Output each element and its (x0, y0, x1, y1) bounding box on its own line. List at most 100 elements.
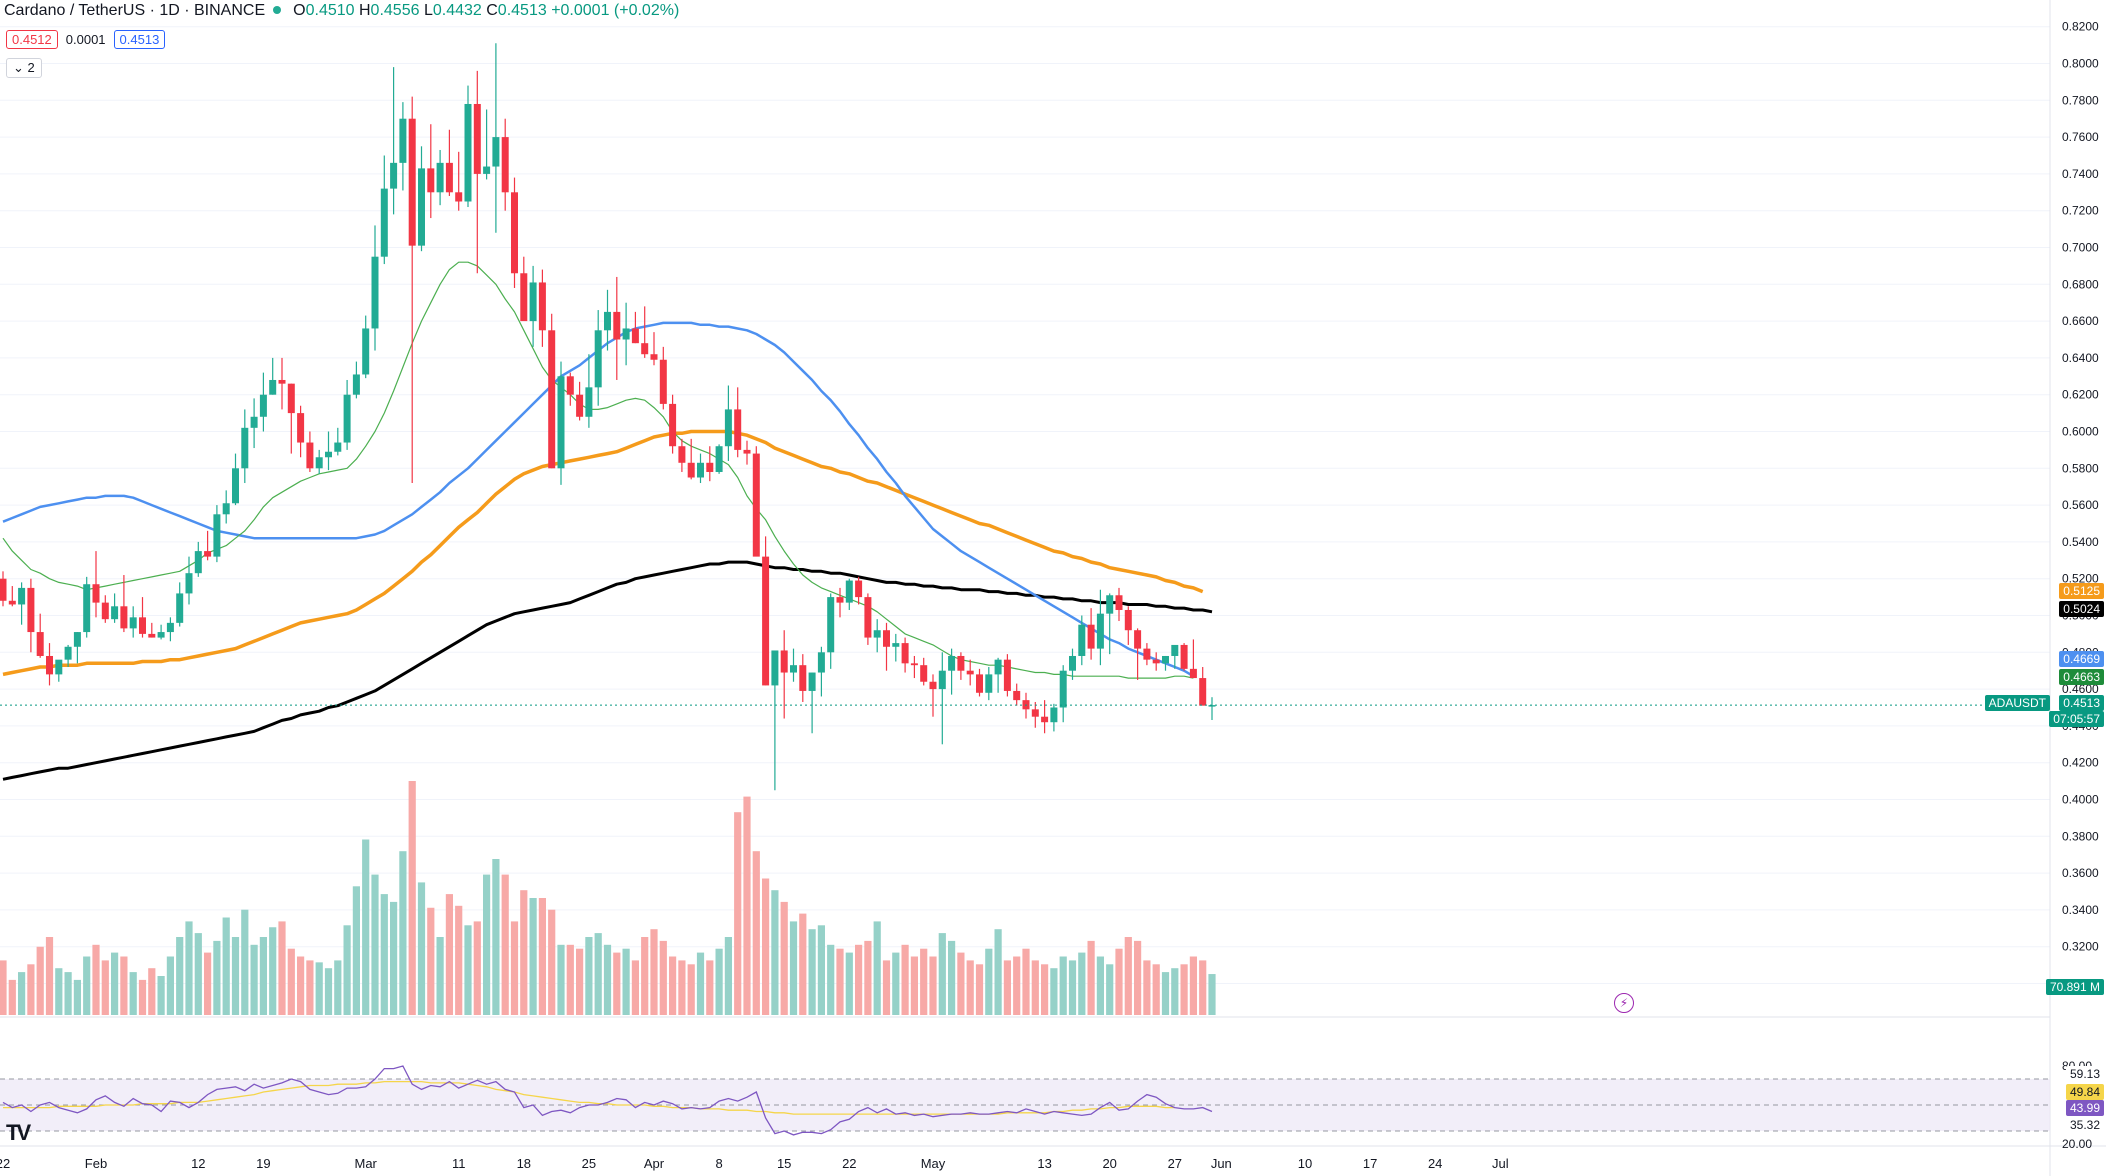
candle-body (139, 617, 146, 634)
volume-bar (73, 979, 81, 1015)
volume-bar (1124, 937, 1132, 1015)
candle-body (204, 551, 212, 557)
candle-body (222, 503, 230, 515)
candle-body (762, 556, 770, 686)
candle-body (36, 632, 44, 656)
candle-body (994, 659, 1002, 675)
candle-body (352, 374, 360, 395)
volume-bar (241, 909, 249, 1015)
price-tick-label: 0.3600 (2062, 866, 2099, 880)
price-tick-label: 0.7400 (2062, 167, 2099, 181)
volume-bar (390, 901, 398, 1015)
volume-bar (631, 960, 639, 1015)
volume-bar (1041, 964, 1049, 1015)
candle-body (1059, 670, 1067, 708)
bid-ask-panel: 0.4512 0.0001 0.4513 (6, 30, 166, 49)
candle-body (418, 168, 425, 246)
volume-bar (334, 960, 342, 1015)
last-price-label: 0.4513 (2059, 695, 2104, 711)
candle-body (771, 650, 779, 686)
volume-histogram (0, 781, 1216, 1015)
candle-body (399, 118, 407, 163)
volume-bar (975, 964, 984, 1015)
volume-bar (213, 940, 221, 1015)
candle-body (334, 442, 342, 452)
volume-bar (45, 937, 54, 1015)
candle-body (799, 665, 807, 691)
volume-bar (297, 956, 305, 1015)
candle-body (241, 427, 249, 469)
price-axis[interactable]: 0.8200 0.8000 0.7800 0.7600 0.7400 0.7200 0.70… (2062, 20, 2099, 991)
volume-bar (948, 940, 956, 1015)
candle-body (297, 413, 305, 443)
candle-body (883, 630, 890, 647)
volume-bar (1096, 956, 1104, 1015)
candle-body (101, 602, 109, 620)
price-tick-label: 0.6600 (2062, 314, 2099, 328)
rsi-pane: 80.0020.00 (0, 1059, 2092, 1151)
rsi-band (0, 1079, 2050, 1131)
volume-bar (836, 948, 844, 1015)
volume-bar (287, 948, 295, 1015)
candle-body (873, 630, 881, 638)
candle-body (892, 643, 900, 647)
volume-bar (222, 917, 230, 1015)
candle-body (1106, 595, 1114, 614)
volume-bar (417, 882, 426, 1015)
volume-bar (808, 929, 816, 1015)
price-tick-label: 0.6800 (2062, 277, 2099, 291)
candle-body (176, 593, 184, 623)
price-tick-label: 0.5800 (2062, 461, 2099, 475)
time-tick-label: Feb (85, 1156, 107, 1171)
candle-body (808, 672, 816, 691)
volume-bar (985, 948, 993, 1015)
candle-body (1162, 655, 1169, 664)
symbol-title[interactable]: Cardano / TetherUS · 1D · BINANCE (4, 2, 266, 19)
candle-body (817, 652, 825, 673)
price-tick-label: 0.5200 (2062, 572, 2099, 586)
volume-bar (231, 937, 240, 1015)
volume-bar (920, 948, 928, 1015)
price-tick-label: 0.6400 (2062, 351, 2099, 365)
candle-body (929, 681, 937, 690)
volume-bar (315, 962, 323, 1015)
time-axis[interactable]: 22 Feb 12 19 Mar 11 18 25 Apr 8 15 22 May 13 20 27 Jun 10… (0, 1156, 1509, 1171)
time-tick-label: 15 (777, 1156, 791, 1171)
candle-body (669, 403, 677, 447)
volume-bar (762, 878, 770, 1015)
volume-bar (101, 960, 109, 1015)
candle-body (976, 674, 983, 693)
volume-bar (594, 933, 602, 1015)
candle-body (185, 573, 193, 594)
candle-body (836, 597, 844, 603)
volume-bar (148, 968, 156, 1015)
candle-body (1180, 644, 1188, 669)
tradingview-logo-icon[interactable]: TV (6, 1120, 31, 1145)
volume-bar (557, 944, 565, 1015)
volume-bar (669, 956, 677, 1015)
volume-bar (445, 894, 453, 1015)
candle-body (957, 655, 965, 671)
indicators-toggle[interactable]: ⌄ 2 (6, 58, 42, 78)
volume-bar (111, 952, 119, 1015)
candle-body (408, 118, 416, 246)
volume-bar (1068, 960, 1077, 1015)
candle-body (380, 188, 388, 257)
volume-bar (1031, 960, 1039, 1015)
time-tick-label: Jun (1211, 1156, 1232, 1171)
candle-body (213, 514, 221, 557)
volume-bar (743, 796, 751, 1015)
volume-bar (548, 909, 556, 1015)
lightning-icon[interactable]: ⚡ (1614, 993, 1634, 1013)
volume-bar (427, 907, 435, 1015)
candle-body (855, 580, 863, 598)
volume-bar (910, 956, 918, 1015)
symbol-tag: ADAUSDT (1984, 695, 2050, 711)
bid-button[interactable]: 0.4512 (6, 30, 58, 49)
volume-bar (1106, 964, 1114, 1015)
ask-button[interactable]: 0.4513 (113, 30, 166, 49)
volume-bar (845, 952, 853, 1015)
candle-body (259, 394, 267, 417)
candle-body (194, 551, 202, 574)
